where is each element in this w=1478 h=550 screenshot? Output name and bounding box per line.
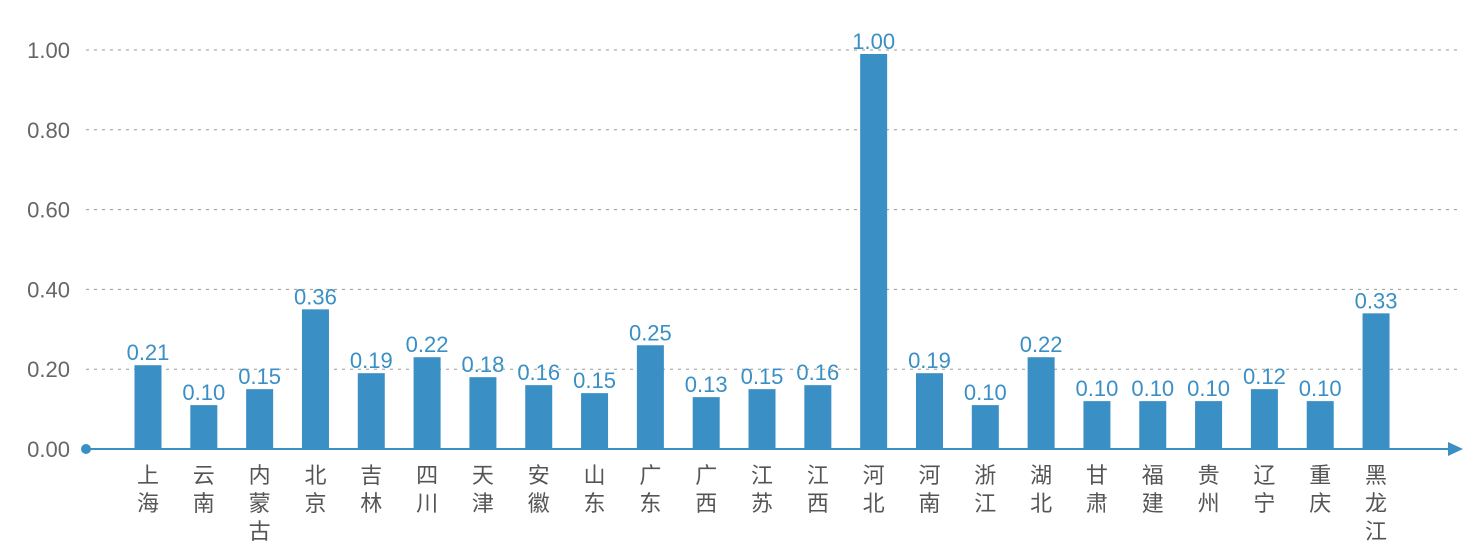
- data-label: 0.25: [629, 320, 672, 345]
- data-label: 0.12: [1243, 364, 1286, 389]
- data-label: 0.22: [406, 332, 449, 357]
- x-tick-label: 山东: [584, 464, 606, 517]
- data-label: 0.18: [462, 352, 505, 377]
- bars: [134, 53, 1390, 450]
- x-tick-label: 江西: [807, 464, 829, 517]
- data-label: 0.15: [238, 364, 281, 389]
- bar: [1083, 401, 1111, 449]
- x-tick-label: 天津: [472, 464, 494, 517]
- x-tick-label: 黑龙江: [1365, 464, 1387, 545]
- x-axis: [81, 442, 1463, 456]
- x-tick-label: 吉林: [360, 464, 382, 517]
- x-tick-label: 甘肃: [1086, 464, 1108, 517]
- bar: [357, 373, 385, 449]
- x-tick-label: 浙江: [974, 464, 996, 517]
- x-tick-label: 湖北: [1030, 464, 1052, 517]
- x-tick-label: 贵州: [1198, 464, 1220, 517]
- bar: [581, 393, 609, 449]
- x-tick-label: 福建: [1142, 464, 1164, 517]
- data-label: 1.00: [852, 29, 895, 54]
- data-labels: 0.21 0.10 0.15 0.36 0.19 0.22 0.18 0.16 0.15 0.25…: [127, 29, 1398, 405]
- x-tick-label: 辽宁: [1253, 464, 1275, 517]
- data-label: 0.33: [1355, 288, 1398, 313]
- data-label: 0.10: [964, 380, 1007, 405]
- bar: [190, 405, 218, 449]
- data-label: 0.10: [1076, 376, 1119, 401]
- x-tick-label: 云南: [193, 464, 215, 517]
- bar: [525, 385, 553, 449]
- x-tick-label: 安徽: [528, 464, 550, 517]
- bar: [692, 397, 720, 449]
- x-tick-label: 广西: [695, 464, 717, 517]
- data-label: 0.36: [294, 284, 337, 309]
- bar: [1306, 401, 1334, 449]
- bar: [1139, 401, 1167, 449]
- y-tick-label: 0.40: [27, 277, 70, 302]
- data-label: 0.19: [350, 348, 393, 373]
- bar: [1362, 313, 1390, 449]
- bar: [413, 357, 441, 449]
- data-label: 0.10: [182, 380, 225, 405]
- bar: [301, 309, 329, 449]
- axis-origin-dot: [81, 444, 91, 454]
- data-label: 0.10: [1131, 376, 1174, 401]
- y-axis-ticks: 0.00 0.20 0.40 0.60 0.80 1.00: [27, 38, 70, 462]
- data-label: 0.15: [741, 364, 784, 389]
- bar: [134, 365, 162, 449]
- bar: [860, 53, 888, 450]
- y-tick-label: 1.00: [27, 38, 70, 63]
- data-label: 0.16: [796, 360, 839, 385]
- y-tick-label: 0.20: [27, 357, 70, 382]
- x-tick-label: 北京: [304, 464, 326, 517]
- data-label: 0.21: [127, 340, 170, 365]
- x-tick-label: 内蒙古: [249, 464, 271, 545]
- x-tick-label: 四川: [416, 464, 438, 517]
- data-label: 0.13: [685, 372, 728, 397]
- bar: [246, 389, 274, 449]
- x-tick-label: 河北: [863, 464, 885, 517]
- x-tick-label: 上海: [137, 464, 159, 517]
- grid-layer: [86, 49, 1462, 370]
- data-label: 0.10: [1299, 376, 1342, 401]
- bar: [636, 345, 664, 449]
- bar: [748, 389, 776, 449]
- bar: [804, 385, 832, 449]
- axis-arrow-icon: [1448, 442, 1463, 456]
- x-tick-label: 河南: [918, 464, 940, 517]
- bar: [1195, 401, 1223, 449]
- x-tick-label: 重庆: [1309, 464, 1331, 517]
- data-label: 0.19: [908, 348, 951, 373]
- x-tick-label: 江苏: [751, 464, 773, 517]
- y-tick-label: 0.00: [27, 437, 70, 462]
- bar: [1027, 357, 1055, 449]
- data-label: 0.15: [573, 368, 616, 393]
- data-label: 0.16: [517, 360, 560, 385]
- bar: [971, 405, 999, 449]
- x-tick-label: 广东: [639, 464, 661, 517]
- y-tick-label: 0.60: [27, 198, 70, 223]
- y-tick-label: 0.80: [27, 118, 70, 143]
- bar: [1250, 389, 1278, 449]
- data-label: 0.10: [1187, 376, 1230, 401]
- bar: [915, 373, 943, 449]
- bar: [469, 377, 497, 449]
- data-label: 0.22: [1020, 332, 1063, 357]
